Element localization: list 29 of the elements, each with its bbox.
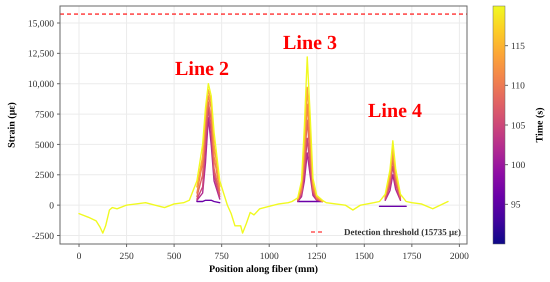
y-tick-label: 10,000 — [28, 80, 54, 90]
color-bar-label: 105 — [511, 121, 526, 132]
x-tick-label: 1500 — [354, 252, 374, 262]
y-tick-label: 2500 — [35, 171, 54, 182]
color-bar-label: 110 — [511, 82, 526, 92]
y-tick-label: 15,000 — [28, 19, 54, 30]
y-tick-label: -2500 — [32, 232, 54, 242]
x-axis-title: Position along fiber (mm) — [209, 264, 318, 275]
color-bar-label: 115 — [511, 42, 526, 52]
legend-label: Detection threshold (15735 με) — [344, 227, 461, 238]
x-tick-label: 500 — [166, 252, 182, 262]
color-bar-label: 95 — [511, 200, 521, 211]
y-tick-label: 12,500 — [28, 50, 54, 60]
x-tick-label: 250 — [119, 252, 134, 262]
x-tick-label: 1250 — [307, 252, 326, 262]
x-tick-label: 1000 — [260, 252, 279, 262]
x-tick-label: 0 — [76, 252, 82, 262]
color-bar-label: 100 — [511, 160, 526, 171]
y-tick-label: 5000 — [35, 140, 54, 151]
annotation: Line 3 — [283, 32, 337, 54]
y-axis-title: Strain (με) — [6, 102, 18, 148]
x-tick-label: 1750 — [402, 252, 422, 262]
annotation: Line 2 — [175, 58, 229, 80]
y-tick-label: 7500 — [35, 110, 54, 120]
color-bar-title: Time (s) — [534, 107, 546, 143]
x-tick-label: 2000 — [450, 252, 470, 262]
x-tick-label: 750 — [214, 252, 230, 262]
y-tick-label: 0 — [49, 201, 54, 212]
annotation: Line 4 — [368, 100, 422, 122]
